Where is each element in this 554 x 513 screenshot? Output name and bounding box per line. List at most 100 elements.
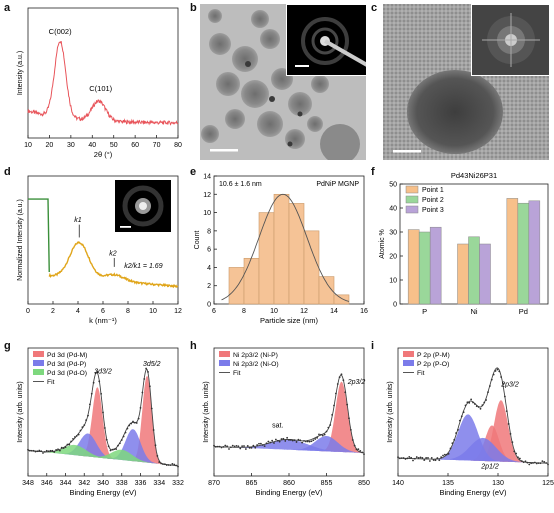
data-point [244, 448, 247, 450]
data-point [72, 437, 74, 440]
data-point [139, 406, 142, 409]
x-tick-label: 40 [88, 142, 96, 149]
x-tick-label: 140 [392, 480, 404, 487]
data-point [515, 452, 518, 455]
data-point [297, 438, 300, 441]
data-point [308, 440, 311, 443]
data-point [130, 422, 133, 425]
x-tick-label: 10 [270, 308, 278, 315]
data-point [404, 458, 407, 460]
y-axis-label: Intensity (arb. units) [17, 381, 24, 442]
data-point [222, 445, 225, 448]
peak-label: C(101) [89, 84, 112, 93]
data-point [299, 439, 302, 442]
composition-bar [468, 236, 480, 305]
data-point [145, 367, 148, 370]
data-point [398, 457, 401, 460]
fitted-peak [398, 400, 548, 464]
y-tick-label: 0 [393, 302, 397, 309]
xrd-curve [27, 41, 179, 126]
data-point [440, 456, 443, 459]
data-point [423, 459, 426, 462]
data-point [286, 436, 289, 439]
x-tick-label: 336 [135, 480, 147, 487]
fitted-peak [28, 444, 178, 466]
data-point [419, 456, 422, 459]
data-point [53, 451, 56, 453]
data-point [273, 442, 275, 444]
data-point [120, 439, 123, 441]
x-tick-label: 125 [542, 480, 554, 487]
data-point [496, 368, 499, 371]
data-point [111, 448, 114, 451]
legend-swatch [405, 195, 419, 204]
data-point [526, 461, 529, 464]
y-tick-label: 14 [203, 174, 211, 181]
y-axis-label: Intensity (arb. units) [203, 381, 210, 442]
data-point [218, 445, 221, 448]
data-point [252, 444, 255, 447]
data-point [303, 439, 305, 442]
x-tick-label: 860 [283, 480, 295, 487]
data-point [329, 424, 332, 426]
data-point [541, 460, 544, 463]
data-point [481, 404, 484, 406]
data-point [334, 392, 337, 395]
data-point [397, 456, 399, 459]
y-tick-label: 40 [389, 206, 397, 213]
data-point [520, 460, 523, 462]
data-point [288, 439, 290, 441]
data-point [428, 460, 431, 462]
x-tick-label: 344 [60, 480, 72, 487]
data-point [79, 429, 82, 432]
x-axis-label: 2θ (°) [94, 150, 113, 159]
fitted-peak [398, 437, 548, 464]
ratio-label: k2/k1 = 1.69 [124, 263, 162, 270]
data-point [295, 441, 298, 443]
data-point [271, 439, 274, 442]
x-tick-label: 130 [492, 480, 504, 487]
data-point [488, 385, 491, 387]
category-label: P [422, 307, 427, 316]
x-tick-label: 12 [300, 308, 308, 315]
data-point [338, 376, 341, 379]
data-point [167, 464, 170, 466]
data-point [175, 464, 178, 467]
xps-p-chart: 140 135 130 125 Binding Energy (eV) Intensity… [387, 347, 554, 497]
data-point [258, 442, 260, 445]
data-point [408, 456, 411, 458]
data-point [171, 463, 174, 465]
data-point [355, 448, 358, 451]
data-point [314, 438, 317, 440]
x-tick-label: 855 [321, 480, 333, 487]
xps-pd-chart: 348 346 344 342 340 338 336 334 332 Binding Energ… [17, 347, 184, 497]
data-point [261, 444, 264, 446]
x-tick-label: 10 [24, 142, 32, 149]
legend-label: Point 3 [422, 207, 444, 214]
fitted-peak [28, 449, 178, 466]
x-axis-label: Binding Energy (eV) [439, 488, 507, 497]
data-point [233, 445, 236, 448]
y-tick-label: 4 [207, 265, 211, 272]
data-point [133, 421, 136, 424]
data-point [177, 465, 179, 468]
data-point [318, 433, 320, 436]
data-point [327, 426, 330, 429]
y-tick-label: 12 [203, 192, 211, 199]
data-point [47, 450, 50, 453]
hrtem-image [383, 4, 549, 160]
data-point [413, 457, 416, 460]
saed-center [139, 202, 147, 210]
data-point [336, 383, 339, 385]
data-point [306, 440, 309, 443]
data-point [310, 440, 313, 443]
legend-label: Pd 3d (Pd-P) [47, 361, 86, 368]
plot-frame [397, 347, 549, 477]
data-point [511, 441, 514, 444]
data-point [137, 417, 140, 420]
data-point [316, 436, 319, 439]
x-tick-label: 865 [246, 480, 258, 487]
data-point [530, 462, 533, 465]
y-tick-label: 30 [389, 230, 397, 237]
data-point [103, 427, 106, 429]
